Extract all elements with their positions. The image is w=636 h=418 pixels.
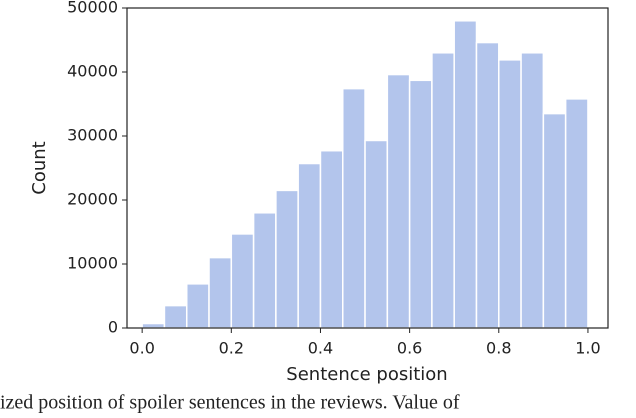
x-tick-label: 0.0 bbox=[129, 339, 154, 358]
bar bbox=[542, 112, 567, 329]
y-tick-label: 30000 bbox=[67, 126, 118, 145]
y-tick-label: 50000 bbox=[67, 0, 118, 17]
caption: ized position of spoiler sentences in th… bbox=[0, 392, 460, 414]
y-tick-label: 0 bbox=[108, 318, 118, 337]
bar bbox=[163, 304, 188, 329]
bar bbox=[431, 52, 455, 329]
bar bbox=[252, 212, 277, 329]
x-tick-label: 0.8 bbox=[486, 339, 511, 358]
y-tick-label: 10000 bbox=[67, 254, 118, 273]
x-tick-label: 0.6 bbox=[397, 339, 422, 358]
y-axis-label: Count bbox=[29, 141, 50, 194]
y-tick-label: 20000 bbox=[67, 190, 118, 209]
bar bbox=[364, 139, 389, 329]
bar bbox=[208, 256, 233, 329]
axes-frame bbox=[126, 7, 609, 329]
x-tick-label: 0.2 bbox=[219, 339, 244, 358]
bar bbox=[564, 98, 589, 329]
bar bbox=[185, 283, 210, 329]
bar bbox=[453, 20, 478, 329]
bar bbox=[275, 189, 299, 329]
bar bbox=[520, 52, 545, 329]
x-tick-label: 1.0 bbox=[575, 339, 600, 358]
bar bbox=[408, 79, 433, 329]
y-tick-label: 40000 bbox=[67, 62, 118, 81]
bar bbox=[319, 149, 344, 329]
bar bbox=[297, 162, 322, 329]
bar bbox=[230, 233, 255, 329]
bar bbox=[498, 59, 522, 329]
bar bbox=[475, 41, 500, 329]
x-tick-label: 0.4 bbox=[308, 339, 333, 358]
bar bbox=[342, 87, 366, 329]
bar bbox=[141, 322, 166, 329]
bar bbox=[386, 73, 411, 329]
x-axis-label: Sentence position bbox=[286, 364, 447, 385]
